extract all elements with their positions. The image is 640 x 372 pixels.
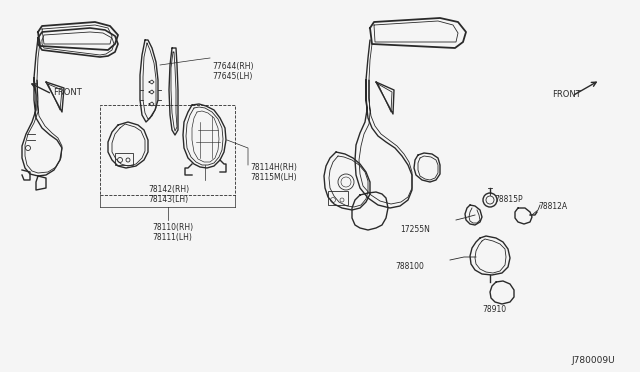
Text: 78910: 78910 bbox=[482, 305, 506, 314]
Text: 17255N: 17255N bbox=[400, 225, 430, 234]
Text: 78142(RH)
78143(LH): 78142(RH) 78143(LH) bbox=[148, 185, 189, 204]
Text: 78812A: 78812A bbox=[538, 202, 567, 211]
Text: 78114H(RH)
78115M(LH): 78114H(RH) 78115M(LH) bbox=[250, 163, 297, 182]
Text: 78815P: 78815P bbox=[494, 195, 523, 204]
Text: 78110(RH)
78111(LH): 78110(RH) 78111(LH) bbox=[152, 223, 194, 243]
Bar bbox=[115, 153, 133, 165]
Text: 788100: 788100 bbox=[395, 262, 424, 271]
Text: FRONT: FRONT bbox=[53, 87, 82, 96]
Bar bbox=[328, 191, 348, 205]
Text: 77644(RH)
77645(LH): 77644(RH) 77645(LH) bbox=[212, 62, 253, 81]
Bar bbox=[100, 105, 235, 195]
Text: J780009U: J780009U bbox=[572, 356, 615, 365]
Text: FRONT: FRONT bbox=[552, 90, 580, 99]
